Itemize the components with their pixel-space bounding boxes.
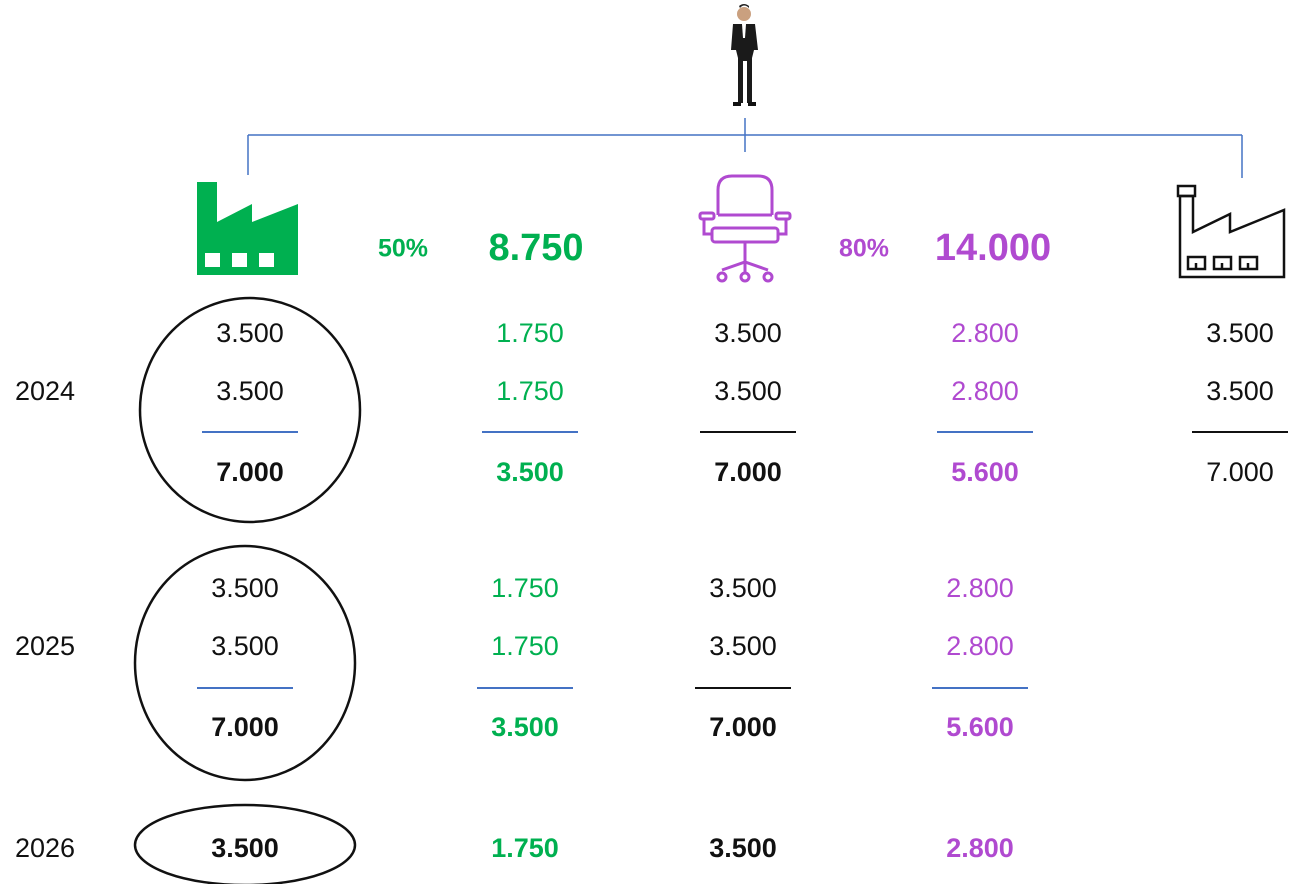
value: 3.500 (216, 376, 284, 406)
green-percent: 50% (378, 235, 428, 263)
sum: 2.800 (946, 833, 1014, 863)
value: 3.500 (714, 318, 782, 348)
value: 2.800 (951, 318, 1019, 348)
value: 3.500 (1206, 318, 1274, 348)
sum: 1.750 (491, 833, 559, 863)
value: 3.500 (714, 376, 782, 406)
green-total: 8.750 (488, 227, 583, 269)
person-icon (731, 4, 758, 106)
year-label: 2026 (15, 833, 75, 863)
sum: 3.500 (496, 457, 564, 487)
value: 2.800 (946, 631, 1014, 661)
green-factory-icon (197, 182, 298, 275)
value: 1.750 (491, 631, 559, 661)
sum: 7.000 (1206, 457, 1274, 487)
value: 3.500 (709, 631, 777, 661)
value: 3.500 (211, 631, 279, 661)
sum: 7.000 (714, 457, 782, 487)
value: 3.500 (216, 318, 284, 348)
year-label: 2024 (15, 376, 75, 406)
circles (133, 296, 362, 884)
sum: 3.500 (211, 833, 279, 863)
value: 2.800 (946, 573, 1014, 603)
value: 1.750 (491, 573, 559, 603)
sum: 7.000 (709, 712, 777, 742)
sum: 7.000 (211, 712, 279, 742)
sum: 5.600 (951, 457, 1019, 487)
outline-factory-icon (1176, 184, 1286, 279)
sum: 5.600 (946, 712, 1014, 742)
value: 3.500 (211, 573, 279, 603)
year-label: 2025 (15, 631, 75, 661)
purple-percent: 80% (839, 235, 889, 263)
sum: 7.000 (216, 457, 284, 487)
sum: 3.500 (709, 833, 777, 863)
chair-icon (698, 174, 792, 283)
connectors (247, 118, 1243, 178)
value: 3.500 (709, 573, 777, 603)
value: 1.750 (496, 318, 564, 348)
value: 2.800 (951, 376, 1019, 406)
value: 1.750 (496, 376, 564, 406)
value: 3.500 (1206, 376, 1274, 406)
sum: 3.500 (491, 712, 559, 742)
purple-total: 14.000 (935, 227, 1051, 269)
